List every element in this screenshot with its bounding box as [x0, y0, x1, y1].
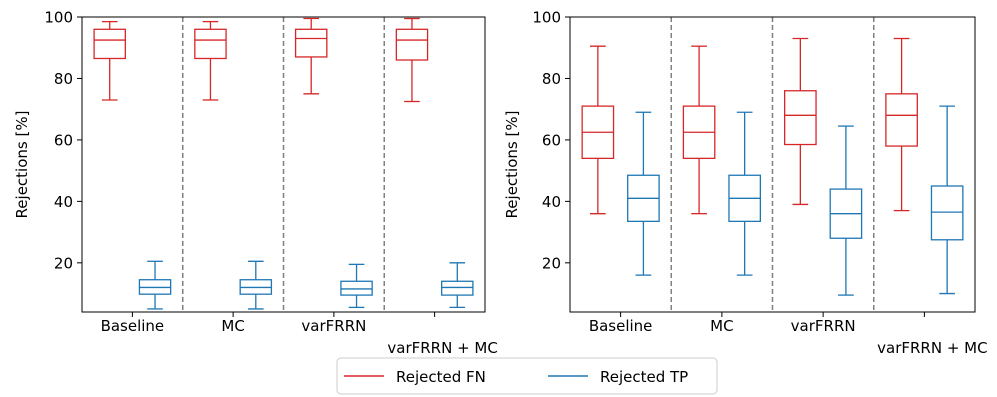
legend-label-tp: Rejected TP: [600, 368, 688, 386]
box-tp: [138, 260, 172, 310]
y-tick-label: 100: [44, 9, 73, 27]
box-body: [194, 28, 227, 60]
legend-label-fn: Rejected FN: [396, 368, 486, 386]
x-tick-label: varFRRN: [791, 317, 856, 335]
box-body: [340, 280, 373, 296]
y-axis-label: Rejections [%]: [503, 111, 521, 219]
x-tick-label: varFRRN + MC: [387, 339, 497, 357]
y-axis-label: Rejections [%]: [13, 111, 31, 219]
chart-right: 20 40 60 80 100 Rejections [%] Baseline MC varFR…: [503, 9, 988, 358]
box-fn: [194, 20, 227, 101]
y-tick-label: 60: [542, 131, 561, 149]
legend-frame: [336, 357, 718, 395]
y-tick-label: 80: [54, 70, 73, 88]
y-tick-label: 20: [542, 254, 561, 272]
box-body: [93, 28, 126, 60]
box-tp: [239, 260, 273, 310]
x-tick-label: varFRRN + MC: [877, 339, 987, 357]
box-fn: [395, 17, 429, 103]
box-body: [441, 280, 474, 296]
y-tick-label: 100: [532, 9, 561, 27]
chart-left: 20 40 60 80 100 Rejections [%] Baseline MC varFR…: [13, 9, 498, 358]
box-fn: [581, 45, 615, 215]
box-fn: [784, 37, 817, 206]
y-tick-label: 20: [54, 254, 73, 272]
axes-frame: [569, 16, 976, 313]
box-body: [784, 90, 817, 146]
y-tick-label: 40: [54, 193, 73, 211]
box-fn: [93, 20, 126, 101]
legend: Rejected FN Rejected TP: [336, 357, 718, 395]
box-tp: [627, 111, 660, 276]
box-tp: [441, 262, 474, 309]
box-tp: [728, 111, 762, 276]
box-body: [885, 93, 918, 147]
box-body: [294, 28, 328, 58]
x-tick-label: varFRRN: [301, 317, 366, 335]
y-tick-label: 60: [54, 131, 73, 149]
box-tp: [829, 125, 863, 296]
box-body: [930, 185, 964, 241]
box-body: [395, 28, 429, 61]
axes-frame: [81, 16, 486, 313]
x-tick-label: MC: [710, 317, 733, 335]
y-tick-label: 80: [542, 70, 561, 88]
box-fn: [885, 37, 918, 212]
y-tick-label: 40: [542, 193, 561, 211]
box-fn: [294, 17, 328, 95]
x-tick-label: Baseline: [101, 317, 165, 335]
box-tp: [930, 105, 964, 295]
x-tick-label: MC: [221, 317, 244, 335]
x-tick-label: Baseline: [589, 317, 653, 335]
box-fn: [682, 45, 716, 215]
box-tp: [340, 263, 373, 309]
